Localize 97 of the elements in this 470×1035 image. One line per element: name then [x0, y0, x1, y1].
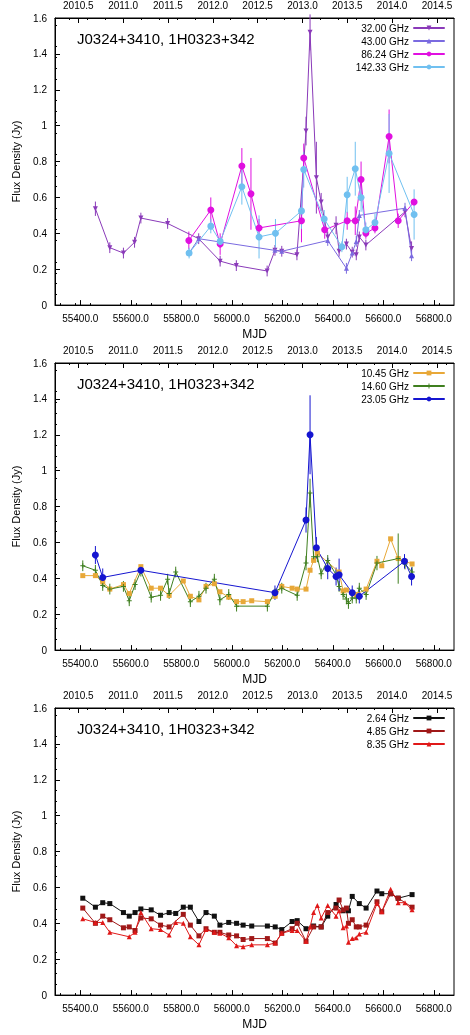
x-tick-label: 56000.0: [213, 657, 251, 669]
x2-tick-label: 2012.0: [197, 344, 229, 356]
x2-tick-label: 2012.0: [197, 689, 229, 701]
x-tick-label: 56200.0: [264, 312, 301, 324]
y-tick-label: 1.6: [33, 702, 48, 714]
x-axis-title: MJD: [242, 672, 268, 686]
x-tick-label: 55800.0: [163, 1002, 200, 1014]
x2-tick-label: 2010.5: [63, 0, 95, 11]
x-tick-label: 56200.0: [264, 1002, 301, 1014]
x-tick-label: 56400.0: [314, 657, 352, 669]
y-tick-label: 0: [41, 299, 48, 311]
legend-label: 10.45 GHz: [361, 367, 409, 379]
x-tick-label: 56600.0: [365, 657, 402, 669]
y-tick-label: 0: [41, 989, 48, 1001]
x2-tick-label: 2013.0: [287, 689, 319, 701]
y-tick-label: 0.2: [33, 608, 48, 620]
legend-label: 43.00 GHz: [361, 35, 409, 47]
x2-tick-label: 2014.5: [421, 0, 453, 11]
x-tick-label: 56400.0: [314, 312, 352, 324]
x-tick-label: 56400.0: [314, 1002, 352, 1014]
y-axis-title: Flux Density (Jy): [9, 120, 22, 203]
text: J0324+3410, 1H0323+342: [77, 375, 255, 392]
y-tick-label: 1.4: [33, 393, 48, 405]
x-tick-label: 56600.0: [365, 312, 402, 324]
y-tick-label: 1: [41, 810, 48, 822]
x2-tick-label: 2013.0: [287, 0, 319, 11]
y-tick-label: 1.6: [33, 357, 48, 369]
legend-label: 4.85 GHz: [366, 725, 409, 737]
x-tick-label: 56600.0: [365, 1002, 402, 1014]
y-tick-label: 0.6: [33, 191, 48, 203]
legend-label: 23.05 GHz: [361, 393, 409, 405]
x2-tick-label: 2011.0: [108, 689, 139, 701]
x-tick-label: 56800.0: [415, 312, 453, 324]
legend-label: 142.33 GHz: [355, 61, 409, 73]
y-axis-title: Flux Density (Jy): [9, 465, 22, 548]
x2-tick-label: 2011.0: [108, 0, 139, 11]
x2-tick-label: 2012.5: [242, 689, 274, 701]
x2-tick-label: 2010.5: [63, 344, 95, 356]
x2-tick-label: 2014.0: [376, 344, 408, 356]
x-tick-label: 56800.0: [415, 657, 453, 669]
x-axis-title: MJD: [242, 327, 268, 341]
y-tick-label: 1.2: [33, 84, 48, 96]
x2-tick-label: 2014.0: [376, 689, 408, 701]
y-tick-label: 1.6: [33, 12, 48, 24]
x-tick-label: 55400.0: [62, 657, 99, 669]
y-tick-label: 1.4: [33, 738, 48, 750]
y-tick-label: 0.4: [33, 572, 48, 584]
legend-label: 14.60 GHz: [361, 380, 409, 392]
x-tick-label: 55400.0: [62, 312, 99, 324]
x-tick-label: 55800.0: [163, 312, 200, 324]
x-tick-label: 56000.0: [213, 1002, 251, 1014]
y-tick-label: 0.8: [33, 846, 48, 858]
text: J0324+3410, 1H0323+342: [77, 720, 255, 737]
y-tick-label: 0.6: [33, 881, 48, 893]
y-tick-label: 0.4: [33, 227, 48, 239]
legend-label: 86.24 GHz: [361, 48, 409, 60]
x-tick-label: 55400.0: [62, 1002, 99, 1014]
x2-tick-label: 2010.5: [63, 689, 95, 701]
x-tick-label: 55600.0: [112, 1002, 150, 1014]
y-tick-label: 0.8: [33, 501, 48, 513]
x-tick-label: 56800.0: [415, 1002, 453, 1014]
x2-tick-label: 2014.5: [421, 689, 453, 701]
legend-label: 2.64 GHz: [366, 712, 409, 724]
x2-tick-label: 2014.5: [421, 344, 453, 356]
y-tick-label: 0.2: [33, 263, 48, 275]
y-tick-label: 0: [41, 644, 48, 656]
y-tick-label: 1: [41, 120, 48, 132]
x2-tick-label: 2011.5: [153, 344, 184, 356]
x2-tick-label: 2013.5: [332, 0, 364, 11]
x2-tick-label: 2011.0: [108, 344, 139, 356]
legend-label: 8.35 GHz: [366, 738, 409, 750]
x2-tick-label: 2011.5: [153, 0, 184, 11]
x2-tick-label: 2012.5: [242, 344, 274, 356]
x-axis-title: MJD: [242, 1017, 268, 1031]
y-tick-label: 0.2: [33, 953, 48, 965]
x-tick-label: 55600.0: [112, 657, 150, 669]
y-axis-title: Flux Density (Jy): [9, 810, 22, 893]
x-tick-label: 56200.0: [264, 657, 301, 669]
y-tick-label: 1.2: [33, 429, 48, 441]
x2-tick-label: 2012.5: [242, 0, 274, 11]
y-tick-label: 1: [41, 465, 48, 477]
y-tick-label: 1.2: [33, 774, 48, 786]
y-tick-label: 0.4: [33, 917, 48, 929]
y-tick-label: 0.6: [33, 536, 48, 548]
x-tick-label: 56000.0: [213, 312, 251, 324]
x2-tick-label: 2011.5: [153, 689, 184, 701]
x2-tick-label: 2013.0: [287, 344, 319, 356]
x2-tick-label: 2014.0: [376, 0, 408, 11]
y-tick-label: 1.4: [33, 48, 48, 60]
x2-tick-label: 2013.5: [332, 344, 364, 356]
y-tick-label: 0.8: [33, 156, 48, 168]
legend-label: 32.00 GHz: [361, 22, 409, 34]
x2-tick-label: 2013.5: [332, 689, 364, 701]
x-tick-label: 55800.0: [163, 657, 200, 669]
text: J0324+3410, 1H0323+342: [77, 30, 255, 47]
x2-tick-label: 2012.0: [197, 0, 229, 11]
x-tick-label: 55600.0: [112, 312, 150, 324]
